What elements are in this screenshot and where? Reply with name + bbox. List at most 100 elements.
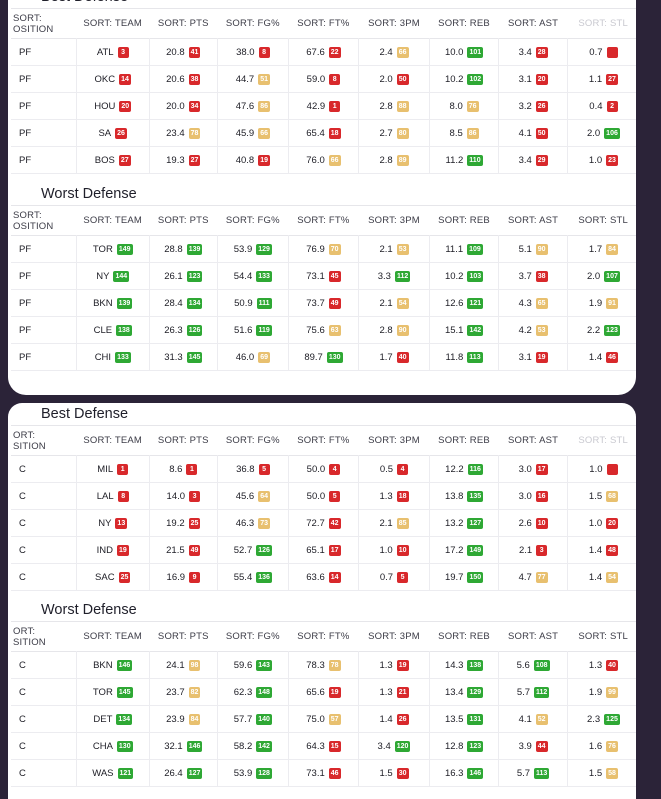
stl-cell-content: 1.5 68	[589, 490, 618, 502]
reb-cell-content: 12.2 116	[445, 463, 483, 475]
sort-fg-header[interactable]: SORT: FG%	[225, 215, 280, 226]
ft-value: 65.6	[306, 686, 325, 698]
fg-cell: 55.4 136	[217, 563, 289, 591]
pts-cell: 28.8 139	[148, 235, 218, 263]
fg-cell-content: 36.8 5	[236, 463, 270, 475]
sort-reb-header[interactable]: SORT: REB	[438, 631, 490, 642]
pts-cell: 23.4 78	[148, 119, 218, 147]
pts-cell-content: 26.4 127	[164, 767, 203, 779]
sort-ast-header[interactable]: SORT: AST	[507, 18, 559, 29]
sort-position-header[interactable]: ORT: SITION	[11, 426, 76, 456]
sort-team-header[interactable]: SORT: TEAM	[83, 215, 143, 226]
ast-cell: 4.1 50	[498, 119, 568, 147]
sort-position-header[interactable]: ORT: SITION	[11, 622, 76, 652]
sort-tpm-header[interactable]: SORT: 3PM	[368, 18, 420, 29]
sort-team-header[interactable]: SORT: TEAM	[83, 631, 143, 642]
stl-cell-content: 2.0 106	[587, 127, 620, 139]
fg-value: 45.6	[235, 490, 255, 502]
sort-reb-header[interactable]: SORT: REB	[438, 215, 490, 226]
position-cell: C	[19, 490, 26, 502]
sort-ft-header[interactable]: SORT: FT%	[297, 435, 350, 446]
reb-value: 10.2	[444, 270, 464, 282]
stl-value: 2.0	[586, 270, 601, 282]
ast-cell-content: 3.0 16	[519, 490, 548, 502]
pts-value: 23.9	[166, 713, 185, 725]
team-rank-badge: 25	[118, 571, 131, 583]
ast-cell-content: 5.6 108	[517, 659, 550, 671]
sort-ft-header[interactable]: SORT: FT%	[297, 631, 350, 642]
sort-stl-header[interactable]: SORT: STL	[578, 435, 628, 446]
sort-stl-header[interactable]: SORT: STL	[578, 631, 628, 642]
sort-team-header[interactable]: SORT: TEAM	[83, 435, 143, 446]
ft-cell-content: 73.7 49	[306, 297, 341, 309]
team-cell: CLE 138	[75, 316, 150, 344]
sort-pts-header[interactable]: SORT: PTS	[157, 435, 209, 446]
ast-cell: 3.7 38	[498, 262, 568, 290]
stl-value: 1.1	[588, 73, 603, 85]
fg-cell-content: 57.7 140	[233, 713, 272, 725]
fg-value: 57.7	[233, 713, 253, 725]
tpm-rank-badge: 53	[396, 243, 409, 255]
section-title-best-defense-pf: Best Defense	[8, 0, 636, 8]
sort-position-header[interactable]: SORT: OSITION	[11, 9, 76, 39]
ast-rank-badge: 19	[535, 351, 548, 363]
pts-rank-badge: 98	[188, 659, 201, 671]
tpm-value: 1.3	[379, 659, 393, 671]
ast-value: 3.1	[518, 351, 532, 363]
pts-rank-badge: 49	[188, 544, 201, 556]
sort-fg-header[interactable]: SORT: FG%	[225, 18, 280, 29]
team-value: CHI	[94, 351, 112, 363]
pts-cell-content: 21.5 49	[166, 544, 201, 556]
fg-cell-content: 50.9 111	[234, 297, 272, 309]
stl-cell: 0.4 2	[566, 92, 636, 120]
ft-cell: 65.4 18	[287, 119, 359, 147]
sort-reb-header[interactable]: SORT: REB	[438, 435, 490, 446]
reb-cell: 14.3 138	[428, 651, 499, 679]
sort-stl-header[interactable]: SORT: STL	[578, 18, 628, 29]
reb-rank-badge: 135	[467, 490, 484, 502]
sort-reb-header[interactable]: SORT: REB	[438, 18, 490, 29]
team-value: HOU	[94, 100, 116, 112]
sort-pts-header[interactable]: SORT: PTS	[157, 18, 209, 29]
sort-position-header-line2: OSITION	[13, 23, 54, 35]
sort-ast-header[interactable]: SORT: AST	[507, 631, 559, 642]
sort-fg-header[interactable]: SORT: FG%	[225, 631, 280, 642]
sort-ft-header[interactable]: SORT: FT%	[297, 215, 350, 226]
ast-value: 3.1	[518, 73, 532, 85]
fg-value: 46.0	[235, 351, 255, 363]
sort-tpm-header[interactable]: SORT: 3PM	[368, 215, 420, 226]
pts-rank-badge: 134	[186, 297, 203, 309]
ft-rank-badge: 78	[328, 659, 341, 671]
sort-tpm-header[interactable]: SORT: 3PM	[368, 631, 420, 642]
sort-stl-header[interactable]: SORT: STL	[578, 215, 628, 226]
fg-cell: 54.4 133	[217, 262, 289, 290]
sort-ast-header[interactable]: SORT: AST	[507, 435, 559, 446]
tpm-value: 1.4	[379, 713, 393, 725]
sort-fg-header[interactable]: SORT: FG%	[225, 435, 280, 446]
ast-value: 3.4	[518, 154, 532, 166]
fg-cell-content: 59.6 143	[234, 659, 272, 671]
fg-rank-badge: 111	[256, 297, 272, 309]
stl-value: 1.4	[588, 571, 603, 583]
sort-position-header[interactable]: SORT: OSITION	[11, 206, 76, 236]
ast-rank-badge: 38	[535, 270, 548, 282]
reb-cell-content: 11.1 109	[445, 243, 483, 255]
team-cell-content: MIL 1	[97, 463, 129, 475]
stl-value: 0.4	[589, 100, 603, 112]
reb-cell: 12.2 116	[428, 455, 499, 483]
sort-team-header[interactable]: SORT: TEAM	[83, 18, 143, 29]
stl-cell: 1.6 76	[566, 732, 636, 760]
sort-pts-header[interactable]: SORT: PTS	[157, 215, 209, 226]
sort-tpm-header[interactable]: SORT: 3PM	[368, 435, 420, 446]
sort-ft-header[interactable]: SORT: FT%	[297, 18, 350, 29]
reb-cell: 10.2 102	[428, 65, 499, 93]
sort-ast-header[interactable]: SORT: AST	[507, 215, 559, 226]
pts-value: 32.1	[164, 740, 183, 752]
stl-value: 2.3	[586, 713, 601, 725]
reb-cell: 8.0 76	[428, 92, 499, 120]
team-value: SAC	[95, 571, 115, 583]
fg-rank-badge: 143	[256, 659, 272, 671]
ft-cell-content: 76.9 70	[306, 243, 341, 255]
fg-value: 38.0	[236, 46, 255, 58]
sort-pts-header[interactable]: SORT: PTS	[157, 631, 209, 642]
